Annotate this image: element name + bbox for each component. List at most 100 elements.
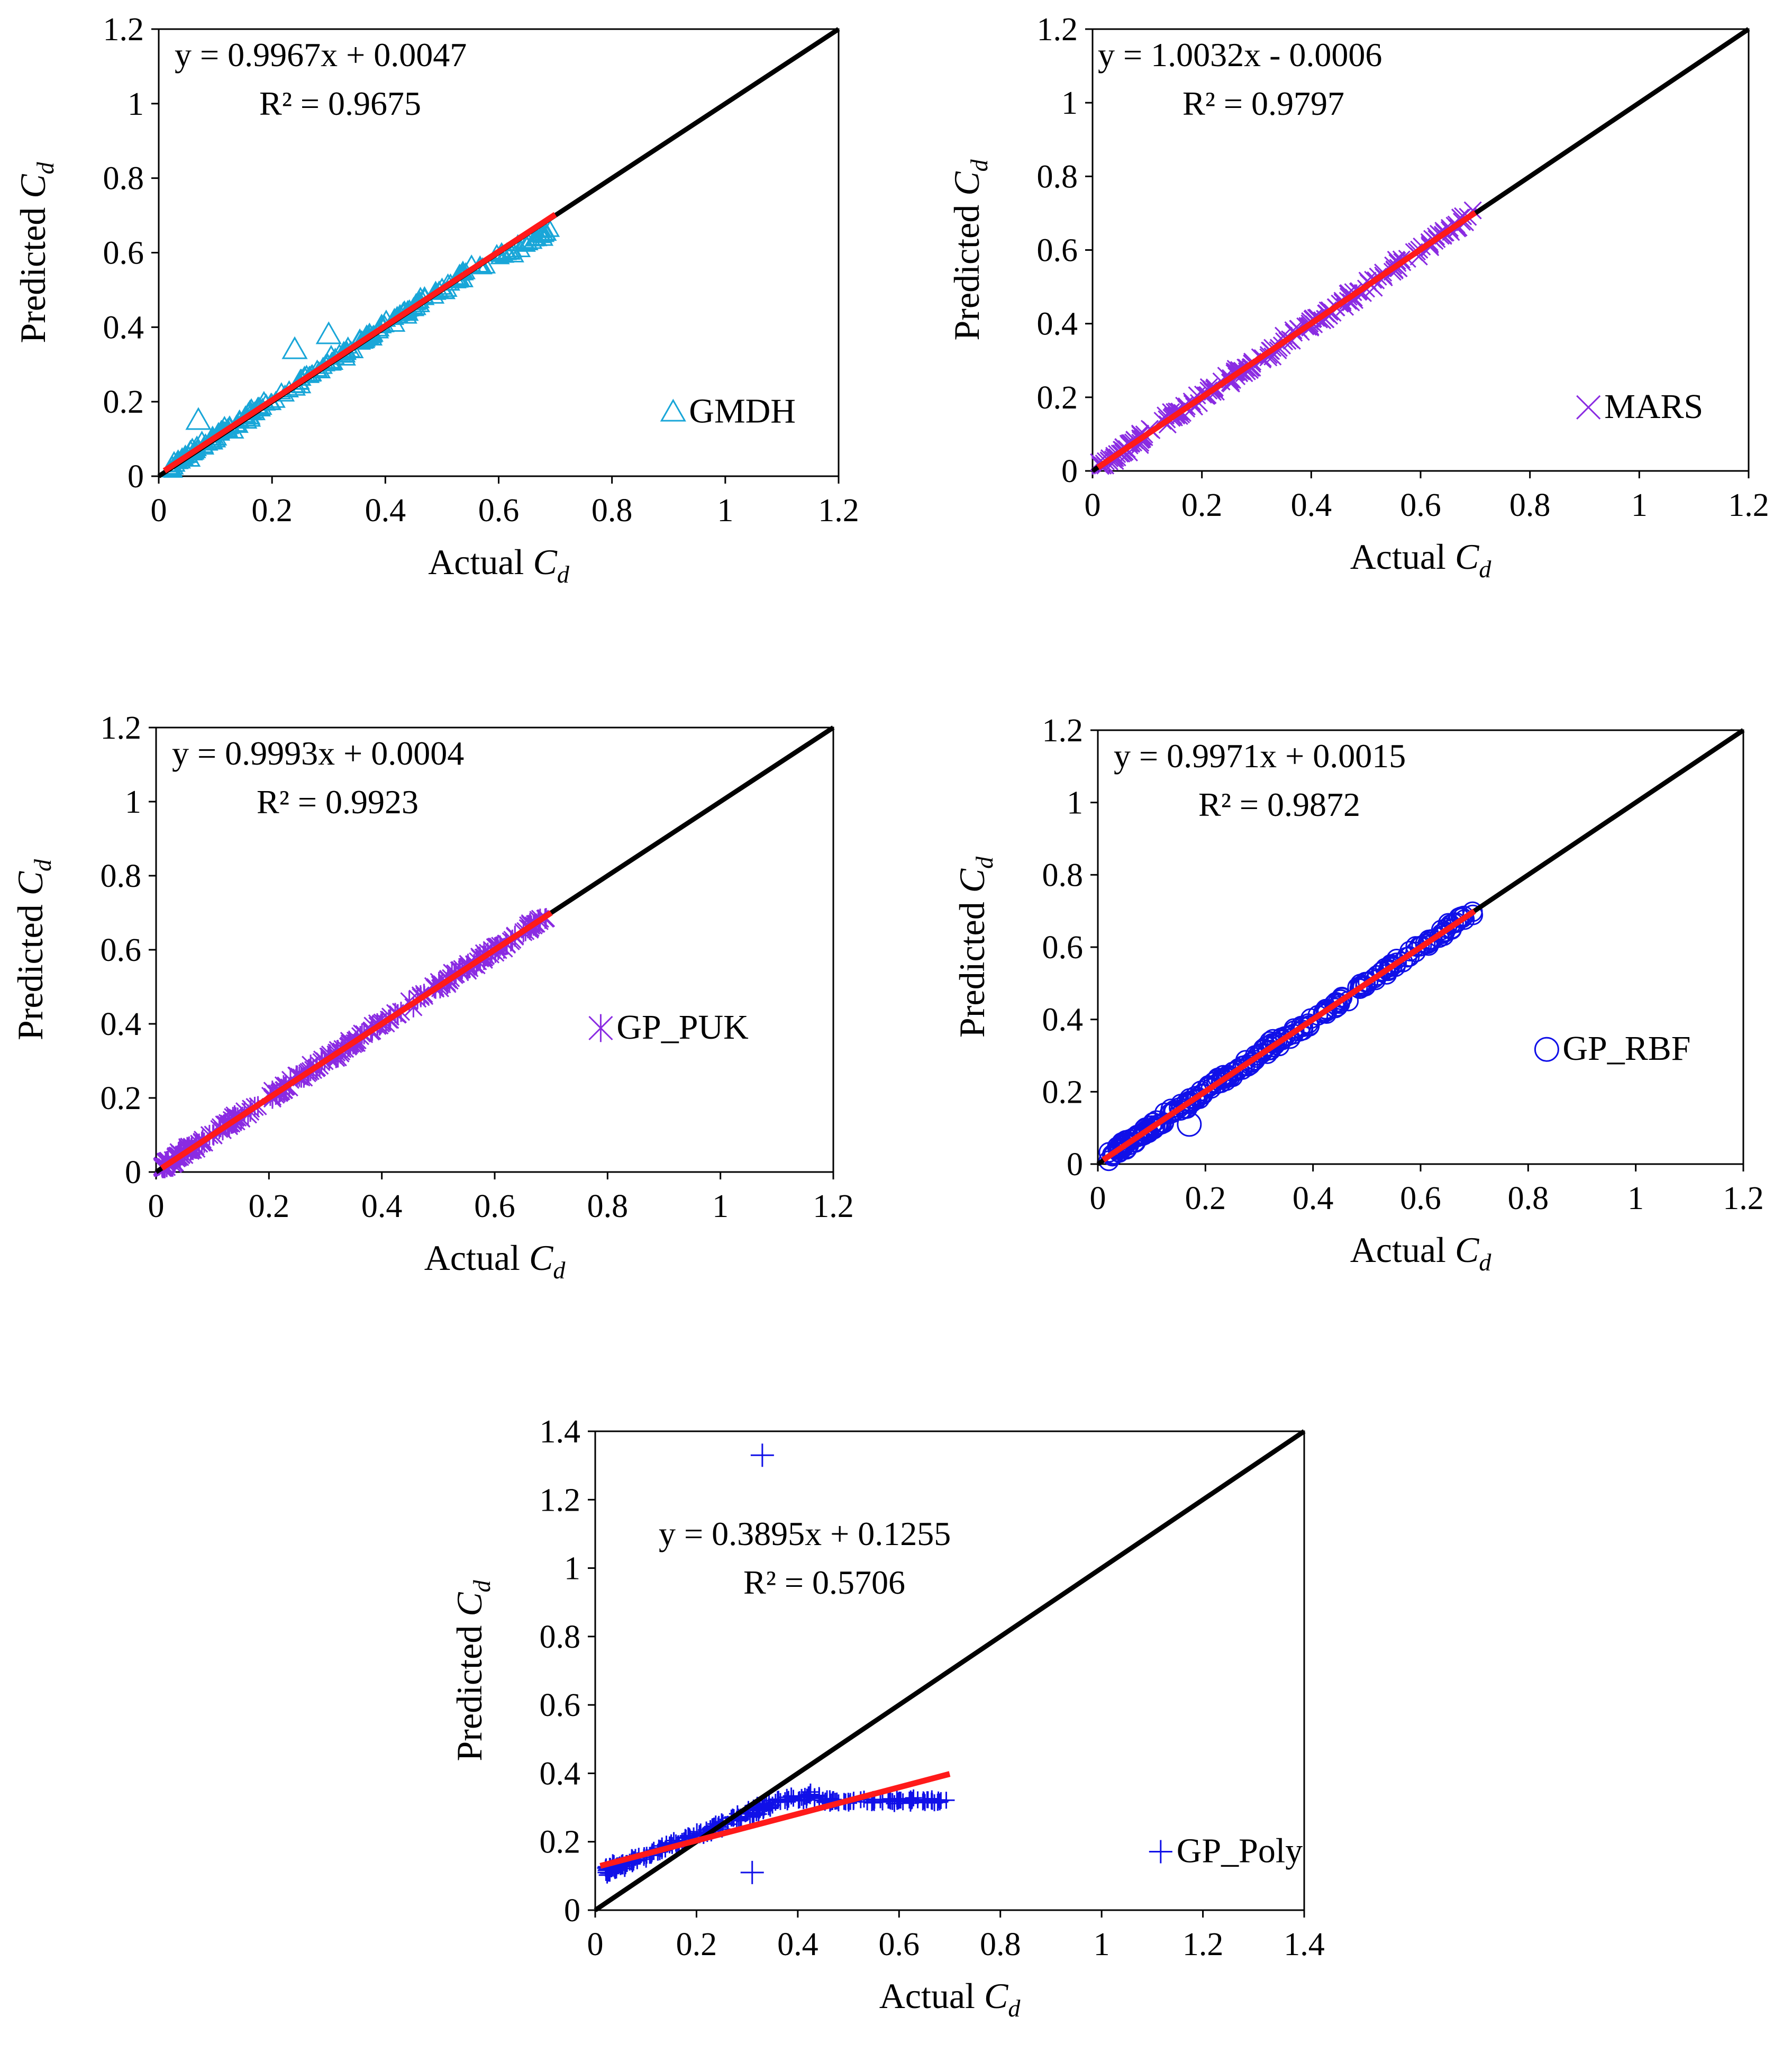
data-point <box>1405 941 1426 962</box>
legend: GP_RBF <box>1534 1029 1691 1068</box>
x-axis-title: Actual Cd <box>428 542 570 588</box>
legend: GMDH <box>660 392 796 431</box>
data-point <box>1271 1027 1292 1048</box>
x-tick-label: 0.8 <box>1508 1180 1549 1216</box>
x-axis-title-subscript: d <box>1479 1249 1491 1276</box>
x-axis-title-symbol: C <box>529 1238 553 1278</box>
y-axis-title: Predicted Cd <box>10 859 56 1040</box>
x-axis-title-word: Actual <box>1350 1230 1455 1270</box>
data-point <box>1132 1124 1153 1145</box>
y-tick-label: 0.4 <box>1037 306 1078 342</box>
y-tick-label: 0.4 <box>103 310 144 346</box>
trendline-equation: y = 0.3895x + 0.1255 <box>659 1515 951 1552</box>
x-tick-label: 1.2 <box>1728 487 1769 523</box>
r-squared-label: R² = 0.9675 <box>259 85 421 122</box>
x-axis-title: Actual Cd <box>424 1238 566 1284</box>
data-point <box>1260 1039 1281 1060</box>
x-tick-label: 0.2 <box>251 493 293 529</box>
x-tick-label: 0.4 <box>1293 1180 1334 1216</box>
data-point <box>535 224 555 242</box>
x-tick-label: 0.4 <box>365 493 406 529</box>
trend-line <box>160 910 553 1171</box>
x-tick-label: 1 <box>712 1188 729 1224</box>
data-point <box>1283 1023 1304 1044</box>
y-axis-title-subscript: d <box>468 1579 495 1592</box>
data-point-outlier <box>315 321 342 344</box>
x-tick-label: 0.6 <box>1400 487 1441 523</box>
x-tick-label: 0.6 <box>478 493 520 529</box>
x-axis-title-subscript: d <box>553 1257 566 1284</box>
trend-line <box>1096 210 1477 470</box>
data-point <box>519 233 539 250</box>
legend-marker <box>588 1014 613 1042</box>
y-axis-title-symbol: C <box>952 868 992 893</box>
legend-label: GP_PUK <box>616 1008 748 1047</box>
data-point <box>1272 1029 1293 1050</box>
legend-marker <box>660 398 686 422</box>
x-axis-title-subscript: d <box>1008 1995 1021 2022</box>
x-tick-label: 1.2 <box>813 1188 854 1224</box>
y-tick-label: 0.4 <box>101 1006 142 1042</box>
y-axis-title-word: Predicted <box>449 1616 489 1761</box>
y-tick-label: 1.4 <box>540 1414 581 1450</box>
y-axis-title-symbol: C <box>947 171 987 196</box>
x-axis-title-word: Actual <box>428 542 533 582</box>
x-tick-label: 0.2 <box>249 1188 290 1224</box>
data-point <box>1358 971 1379 993</box>
identity-line <box>594 1429 1306 1912</box>
data-point <box>1211 1072 1232 1093</box>
data-point <box>1116 1132 1138 1153</box>
data-point-outlier <box>1177 1112 1202 1137</box>
x-tick-label: 1 <box>1631 487 1648 523</box>
y-tick-label: 0 <box>1061 453 1078 489</box>
y-tick-label: 0.8 <box>540 1619 581 1655</box>
y-tick-label: 0.2 <box>101 1080 142 1116</box>
legend-label: GP_Poly <box>1177 1832 1303 1870</box>
legend-marker <box>1576 395 1601 420</box>
y-axis-title-word: Predicted <box>947 196 987 341</box>
data-point <box>1181 1092 1202 1113</box>
data-point <box>754 1802 772 1820</box>
y-axis-title-subscript: d <box>966 159 993 171</box>
data-point <box>778 1788 796 1806</box>
trend-line <box>1102 909 1476 1162</box>
y-axis-title: Predicted Cd <box>13 161 59 343</box>
x-tick-label: 0.8 <box>980 1927 1021 1963</box>
chart-panel-gp-poly: 0 0.2 0.4 0.6 0.8 1 1.2 1.4 0 0.2 0.4 0.6 0.8 1 1.2 1.4… <box>449 1414 1325 2022</box>
data-point <box>494 246 515 263</box>
data-point <box>525 229 545 247</box>
y-tick-label: 1 <box>564 1551 580 1587</box>
r-squared-label: R² = 0.9923 <box>257 783 419 821</box>
x-tick-label: 1.2 <box>1182 1927 1224 1963</box>
y-tick-label: 0 <box>125 1155 141 1191</box>
data-point <box>1193 1084 1214 1105</box>
y-axis-title-word: Predicted <box>13 198 53 343</box>
x-tick-label: 1 <box>1627 1180 1644 1216</box>
data-point <box>1113 1138 1134 1159</box>
x-tick-label: 1.2 <box>1723 1180 1764 1216</box>
data-point <box>1135 1120 1157 1141</box>
x-axis-title-symbol: C <box>533 542 557 582</box>
y-axis-title: Predicted Cd <box>952 856 998 1038</box>
x-tick-label: 1.4 <box>1284 1927 1325 1963</box>
data-point <box>902 1794 919 1812</box>
y-tick-label: 0.2 <box>540 1824 581 1860</box>
x-tick-label: 1 <box>1094 1927 1110 1963</box>
y-tick-label: 1 <box>128 86 144 122</box>
legend-label: GMDH <box>689 392 796 431</box>
y-tick-label: 0.2 <box>1037 380 1078 416</box>
x-tick-label: 0 <box>587 1927 604 1963</box>
x-axis-title-word: Actual <box>879 1976 984 2016</box>
y-tick-label: 0.2 <box>103 384 144 420</box>
x-tick-label: 0 <box>148 1188 165 1224</box>
data-point-outlier <box>185 407 212 430</box>
y-tick-label: 0.4 <box>1042 1002 1084 1038</box>
data-point <box>1226 360 1245 378</box>
y-tick-label: 0.8 <box>103 161 144 197</box>
data-point <box>929 1793 947 1811</box>
x-tick-label: 0.4 <box>1291 487 1332 523</box>
x-tick-label: 0.8 <box>592 493 633 529</box>
x-axis-title-symbol: C <box>984 1976 1008 2016</box>
y-tick-label: 1 <box>125 784 141 820</box>
x-tick-label: 0 <box>1090 1180 1106 1216</box>
